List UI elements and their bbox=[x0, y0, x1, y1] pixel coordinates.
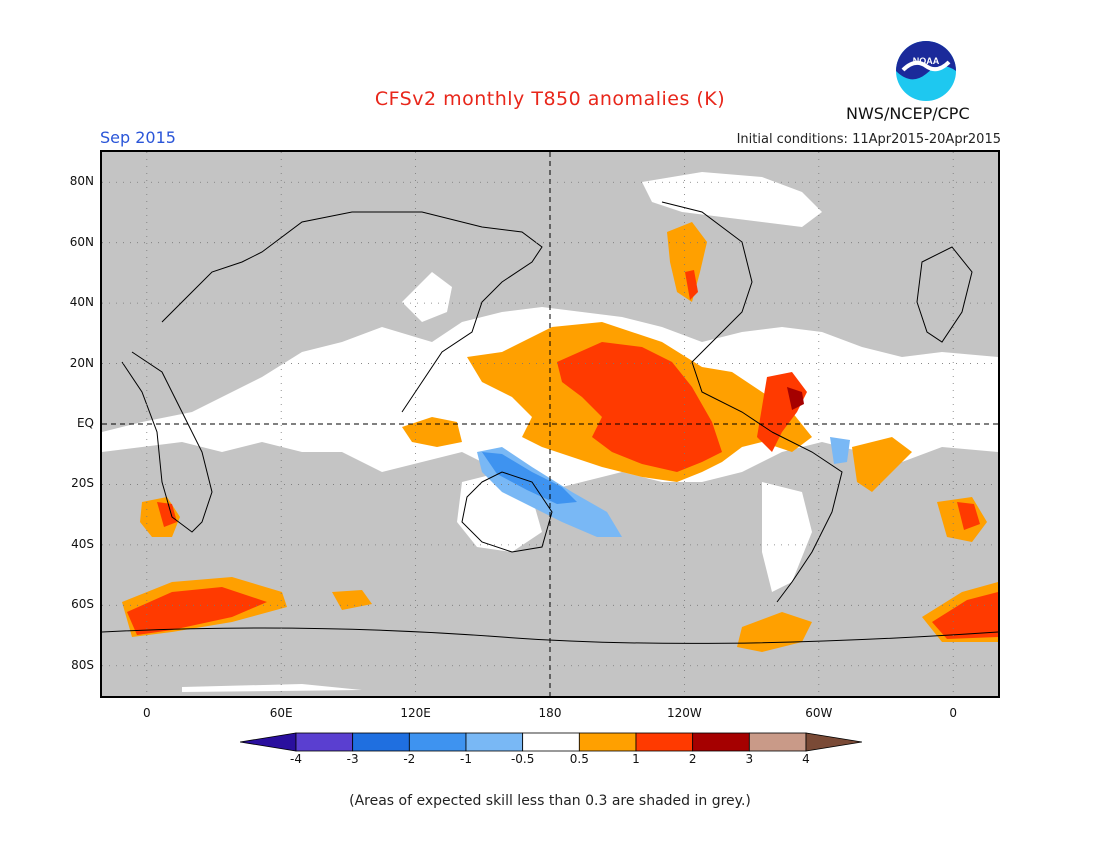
southern-ocean-red bbox=[127, 587, 267, 635]
colorbar-tick-label: -3 bbox=[346, 752, 359, 766]
agency-label: NWS/NCEP/CPC bbox=[846, 104, 970, 123]
latitude-tick-label: 80N bbox=[69, 174, 94, 189]
sa-white-area bbox=[762, 482, 812, 592]
logo-text: NOAA bbox=[913, 56, 940, 66]
colorbar-swatch bbox=[692, 732, 750, 752]
na-west-orange bbox=[667, 222, 707, 302]
south-atlantic-orange bbox=[852, 437, 912, 492]
colorbar-swatch bbox=[295, 732, 354, 752]
colorbar-tick-label: 2 bbox=[688, 752, 697, 766]
latitude-tick-label: 60N bbox=[69, 234, 94, 249]
north-white-area-2 bbox=[402, 272, 452, 322]
colorbar-tick-label: 3 bbox=[745, 752, 754, 766]
latitude-tick-label: 20N bbox=[69, 355, 94, 370]
atlantic-south-red-r bbox=[957, 502, 980, 530]
colorbar-swatch bbox=[748, 732, 807, 752]
latitude-tick-label: 80S bbox=[71, 657, 94, 672]
antarctic-white-strip bbox=[182, 684, 362, 692]
longitude-tick-label: 120W bbox=[667, 706, 702, 720]
valid-month-label: Sep 2015 bbox=[100, 128, 176, 147]
noaa-logo: NOAA bbox=[896, 41, 956, 101]
southern-ocean-red-r bbox=[932, 592, 998, 639]
colorbar-low-end bbox=[240, 732, 297, 752]
graticule bbox=[102, 152, 998, 696]
colorbar-swatch bbox=[522, 732, 580, 752]
coastlines bbox=[102, 201, 998, 644]
colorbar-tick-label: 4 bbox=[802, 752, 810, 766]
colorbar-swatch bbox=[465, 732, 524, 752]
skill-footnote: (Areas of expected skill less than 0.3 a… bbox=[349, 793, 751, 809]
map-canvas bbox=[102, 152, 998, 696]
longitude-tick-label: 120E bbox=[400, 706, 431, 720]
north-white-area-1 bbox=[642, 172, 822, 227]
colorbar-tick-label: -2 bbox=[403, 752, 416, 766]
colorbar-tick-label: -4 bbox=[290, 752, 302, 766]
latitude-tick-label: 20S bbox=[71, 476, 94, 491]
colorbar-swatch bbox=[352, 732, 410, 752]
longitude-tick-label: 60W bbox=[805, 706, 833, 720]
chart-title: CFSv2 monthly T850 anomalies (K) bbox=[374, 88, 726, 110]
colorbar-tick-label: -0.5 bbox=[510, 752, 535, 766]
colorbar-swatch bbox=[408, 732, 467, 752]
central-america-darkred bbox=[787, 387, 804, 410]
longitude-tick-label: 0 bbox=[949, 706, 957, 720]
colorbar-tick-label: 0.5 bbox=[569, 752, 589, 766]
latitude-tick-label: 40N bbox=[69, 295, 94, 310]
colorbar-high-end bbox=[805, 732, 862, 752]
colorbar-swatch bbox=[635, 732, 694, 752]
colorbar bbox=[240, 732, 862, 752]
latitude-tick-label: EQ bbox=[76, 416, 94, 430]
longitude-tick-label: 60E bbox=[269, 706, 293, 720]
colorbar-tick-label: -1 bbox=[460, 752, 472, 766]
latitude-tick-label: 40S bbox=[71, 536, 94, 551]
pacific-warm-red bbox=[557, 342, 722, 472]
sa-blue bbox=[830, 437, 850, 464]
na-west-red bbox=[685, 270, 698, 300]
colorbar-tick-label: 1 bbox=[632, 752, 640, 766]
longitude-tick-label: 0 bbox=[142, 706, 151, 720]
sw-pacific-blue bbox=[482, 452, 577, 504]
africa-south-red bbox=[157, 502, 177, 527]
latitude-tick-label: 60S bbox=[71, 597, 94, 612]
colorbar-swatch bbox=[578, 732, 637, 752]
initial-conditions-label: Initial conditions: 11Apr2015-20Apr2015 bbox=[736, 132, 1001, 147]
longitude-tick-label: 180 bbox=[538, 706, 562, 720]
anomaly-map bbox=[100, 150, 1000, 698]
